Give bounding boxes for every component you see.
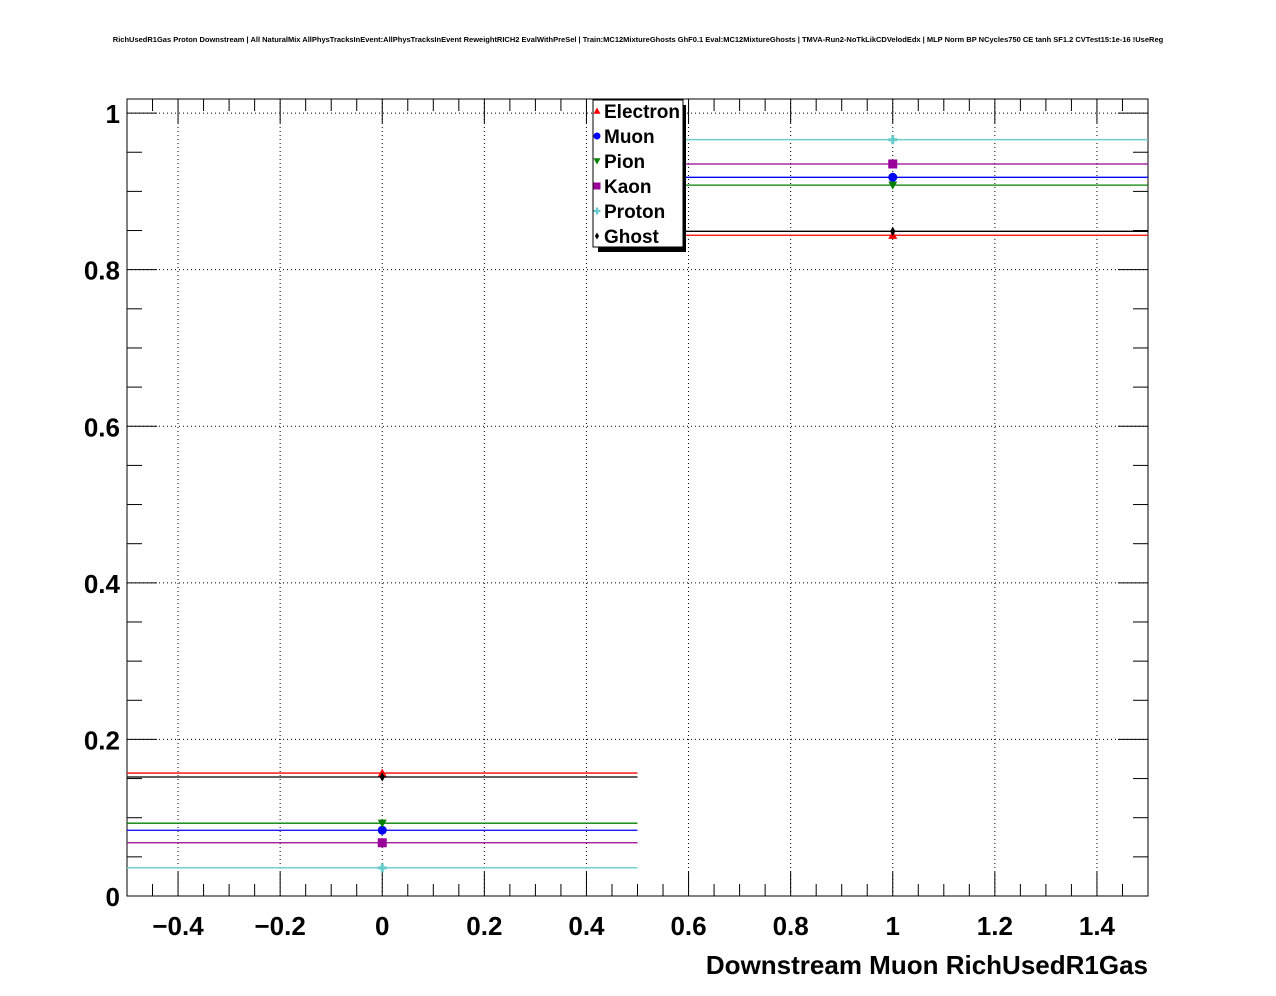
- legend-box: [592, 99, 684, 248]
- legend-entry-muon: Muon: [604, 127, 655, 148]
- series-pion: [127, 181, 1148, 828]
- x-tick-label: 0.4: [568, 911, 605, 941]
- y-tick-label: 0: [106, 882, 120, 912]
- marker-square: [888, 159, 898, 169]
- marker-circle: [888, 172, 898, 182]
- legend-entry-kaon: Kaon: [604, 177, 652, 198]
- chart-title: RichUsedR1Gas Proton Downstream | All Na…: [112, 35, 1164, 44]
- y-tick-label: 0.4: [84, 569, 121, 599]
- marker-triangle-up: [593, 107, 601, 114]
- y-tick-label: 0.2: [84, 725, 120, 755]
- x-tick-label: −0.2: [254, 911, 305, 941]
- marker-cross: [888, 135, 898, 145]
- x-tick-label: 1: [886, 911, 900, 941]
- marker-circle: [377, 825, 387, 835]
- y-tick-label: 0.6: [84, 412, 120, 442]
- x-tick-label: 0.2: [466, 911, 502, 941]
- marker-square: [593, 182, 601, 190]
- x-tick-label: 0.6: [670, 911, 706, 941]
- marker-cross: [377, 863, 387, 873]
- series-ghost: [127, 226, 1148, 782]
- series-proton: [127, 135, 1148, 873]
- marker-cross: [593, 207, 601, 215]
- marker-diamond: [890, 226, 896, 236]
- marker-triangle-down: [593, 158, 601, 165]
- marker-diamond: [594, 232, 600, 240]
- marker-triangle-down: [377, 819, 387, 828]
- legend-entry-ghost: Ghost: [604, 227, 660, 248]
- x-tick-label: 0.8: [773, 911, 809, 941]
- marker-diamond: [379, 772, 385, 782]
- x-tick-label: −0.4: [152, 911, 204, 941]
- x-axis-label: Downstream Muon RichUsedR1Gas: [706, 950, 1148, 980]
- legend-entry-pion: Pion: [604, 152, 645, 173]
- marker-triangle-down: [888, 181, 898, 190]
- x-tick-label: 1.4: [1079, 911, 1116, 941]
- legend: Electron Muon Pion Kaon Proton Ghost: [592, 99, 686, 252]
- marker-circle: [593, 132, 601, 140]
- x-tick-label: 1.2: [977, 911, 1013, 941]
- marker-square: [377, 838, 387, 848]
- y-tick-label: 1: [106, 99, 120, 129]
- legend-entry-proton: Proton: [604, 202, 665, 223]
- legend-entry-electron: Electron: [604, 102, 680, 123]
- x-tick-label: 0: [375, 911, 389, 941]
- series-muon: [127, 172, 1148, 835]
- y-tick-label: 0.8: [84, 256, 120, 286]
- series-kaon: [127, 159, 1148, 848]
